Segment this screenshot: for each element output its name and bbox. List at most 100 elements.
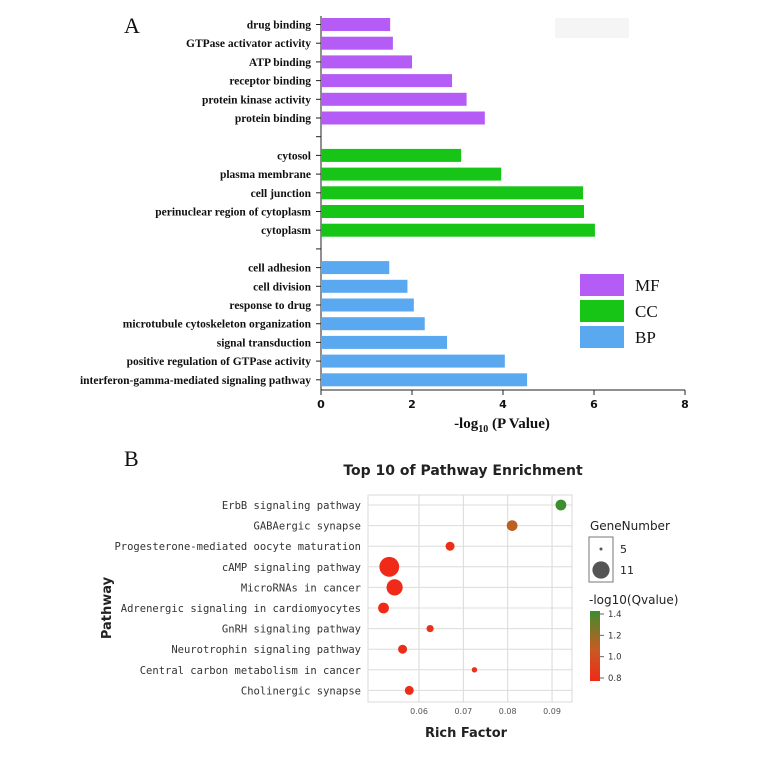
panel-a-legend: MF CC BP — [580, 274, 660, 348]
panel-a-x-tick-label: 6 — [590, 398, 598, 411]
color-legend-ticks: 1.4 1.2 1.0 0.8 — [600, 610, 622, 684]
category-label-receptor-binding: receptor binding — [229, 76, 311, 88]
panel-a-x-ticks: 0 2 4 6 8 — [317, 390, 689, 411]
category-label-cell-division: cell division — [253, 281, 311, 293]
point-adrenergic-signaling-in-cardiomyocytes — [378, 602, 389, 614]
bar-cytoplasm — [321, 223, 595, 237]
panel-b-x-tick-label: 0.08 — [499, 707, 517, 716]
panel-a-label: A — [124, 13, 140, 38]
color-legend-title: -log10(Qvalue) — [589, 593, 678, 607]
category-label-atp-binding: ATP binding — [249, 57, 311, 69]
panel-b-bubble-chart: B Top 10 of Pathway Enrichment ErbB sign… — [100, 446, 678, 741]
legend-label-mf: MF — [635, 276, 660, 295]
bar-cell-division — [321, 279, 408, 293]
category-label-cell-junction: cell junction — [251, 188, 312, 200]
size-legend-circle-11 — [592, 561, 610, 579]
pathway-label-adrenergic-signaling-in-cardiomyocytes: Adrenergic signaling in cardiomyocytes — [121, 603, 361, 615]
category-label-plasma-membrane: plasma membrane — [220, 169, 311, 181]
bar-positive-regulation-of-gtpase-activity — [321, 354, 505, 368]
panel-a-x-tick-label: 0 — [317, 398, 325, 411]
pathway-label-cholinergic-synapse: Cholinergic synapse — [241, 685, 361, 697]
color-legend-label: 1.2 — [608, 631, 622, 641]
panel-b-y-axis-label: Pathway — [100, 576, 115, 639]
panel-b-color-legend: -log10(Qvalue) 1.4 1.2 1.0 0.8 — [589, 593, 678, 684]
bar-response-to-drug — [321, 298, 414, 312]
bar-signal-transduction — [321, 335, 448, 349]
panel-b-plot-area — [367, 494, 573, 703]
panel-b-points — [378, 499, 567, 695]
category-label-gtpase-activator-activity: GTPase activator activity — [186, 38, 311, 50]
category-label-protein-binding: protein binding — [235, 113, 311, 125]
point-micrornas-in-cancer — [386, 579, 403, 596]
color-legend-gradient-bar — [590, 611, 600, 681]
color-legend-label: 1.4 — [608, 610, 622, 620]
category-label-cytosol: cytosol — [277, 150, 311, 162]
pathway-label-micrornas-in-cancer: MicroRNAs in cancer — [241, 582, 361, 594]
size-legend-key-box — [588, 536, 614, 583]
point-gnrh-signaling-pathway — [426, 625, 434, 633]
panel-a-category-labels: drug binding GTPase activator activity ATP… — [80, 20, 312, 387]
panel-b-pathway-labels: ErbB signaling pathway GABAergic synapse P… — [114, 500, 361, 697]
category-label-positive-regulation-of-gtpase-activity: positive regulation of GTPase activity — [127, 356, 312, 368]
point-erbb-signaling-pathway — [555, 499, 567, 511]
panel-b-x-tick-label: 0.07 — [454, 707, 472, 716]
category-label-cell-adhesion: cell adhesion — [248, 263, 312, 275]
size-legend-label-5: 5 — [620, 543, 627, 556]
bar-receptor-binding — [321, 74, 453, 88]
category-label-cytoplasm: cytoplasm — [261, 225, 311, 237]
category-label-signal-transduction: signal transduction — [217, 337, 312, 349]
pathway-label-gabaergic-synapse: GABAergic synapse — [254, 521, 361, 533]
panel-b-grid — [367, 494, 573, 703]
size-legend-label-11: 11 — [620, 564, 634, 577]
panel-b-title: Top 10 of Pathway Enrichment — [343, 463, 583, 479]
category-label-microtubule-cytoskeleton-organization: microtubule cytoskeleton organization — [123, 319, 312, 331]
legend-swatch-cc — [580, 300, 624, 322]
panel-b-x-tick-label: 0.09 — [543, 707, 561, 716]
point-gabaergic-synapse — [506, 520, 518, 531]
panel-a-bars — [321, 18, 595, 387]
pathway-label-erbb-signaling-pathway: ErbB signaling pathway — [222, 500, 361, 512]
pathway-label-central-carbon-metabolism-in-cancer: Central carbon metabolism in cancer — [140, 665, 361, 677]
panel-b-x-axis-label: Rich Factor — [425, 726, 508, 741]
panel-b-x-tick-label: 0.06 — [410, 707, 428, 716]
bar-cell-junction — [321, 186, 584, 200]
bar-atp-binding — [321, 55, 412, 69]
panel-a-x-tick-label: 8 — [681, 398, 689, 411]
panel-a-x-tick-label: 2 — [408, 398, 416, 411]
panel-a-bar-chart: A drug binding GTPase activator activity A… — [80, 13, 689, 435]
point-progesterone-mediated-oocyte-maturation — [445, 541, 455, 551]
panel-a-x-axis-label: -log10 (P Value) — [454, 416, 550, 435]
pathway-label-gnrh-signaling-pathway: GnRH signaling pathway — [222, 624, 361, 636]
bar-plasma-membrane — [321, 167, 502, 181]
bar-cell-adhesion — [321, 261, 390, 275]
color-legend-label: 1.0 — [608, 653, 622, 663]
category-label-response-to-drug: response to drug — [229, 300, 311, 312]
category-label-perinuclear-region-of-cytoplasm: perinuclear region of cytoplasm — [155, 207, 311, 219]
bar-microtubule-cytoskeleton-organization — [321, 317, 425, 331]
point-neurotrophin-signaling-pathway — [398, 644, 408, 654]
color-legend-label: 0.8 — [608, 674, 622, 684]
pathway-label-camp-signaling-pathway: cAMP signaling pathway — [222, 562, 361, 574]
size-legend-title: GeneNumber — [590, 519, 670, 533]
legend-swatch-bp — [580, 326, 624, 348]
bar-gtpase-activator-activity — [321, 36, 393, 50]
panel-b-x-ticks: 0.06 0.07 0.08 0.09 — [410, 707, 561, 716]
point-cholinergic-synapse — [404, 685, 414, 695]
point-central-carbon-metabolism-in-cancer — [471, 667, 478, 673]
panel-b-size-legend: GeneNumber 5 11 — [588, 519, 670, 583]
legend-swatch-mf — [580, 274, 624, 296]
legend-label-bp: BP — [635, 328, 656, 347]
category-label-protein-kinase-activity: protein kinase activity — [202, 94, 311, 106]
panel-a-faint-box — [555, 18, 629, 38]
panel-a-x-tick-label: 4 — [499, 398, 507, 411]
category-label-drug-binding: drug binding — [247, 20, 311, 32]
bar-protein-kinase-activity — [321, 92, 467, 106]
bar-cytosol — [321, 148, 462, 162]
size-legend-circle-5 — [599, 547, 603, 551]
point-camp-signaling-pathway — [379, 556, 400, 577]
bar-perinuclear-region-of-cytoplasm — [321, 205, 584, 218]
legend-label-cc: CC — [635, 302, 658, 321]
bar-drug-binding — [321, 18, 391, 31]
bar-protein-binding — [321, 111, 485, 125]
